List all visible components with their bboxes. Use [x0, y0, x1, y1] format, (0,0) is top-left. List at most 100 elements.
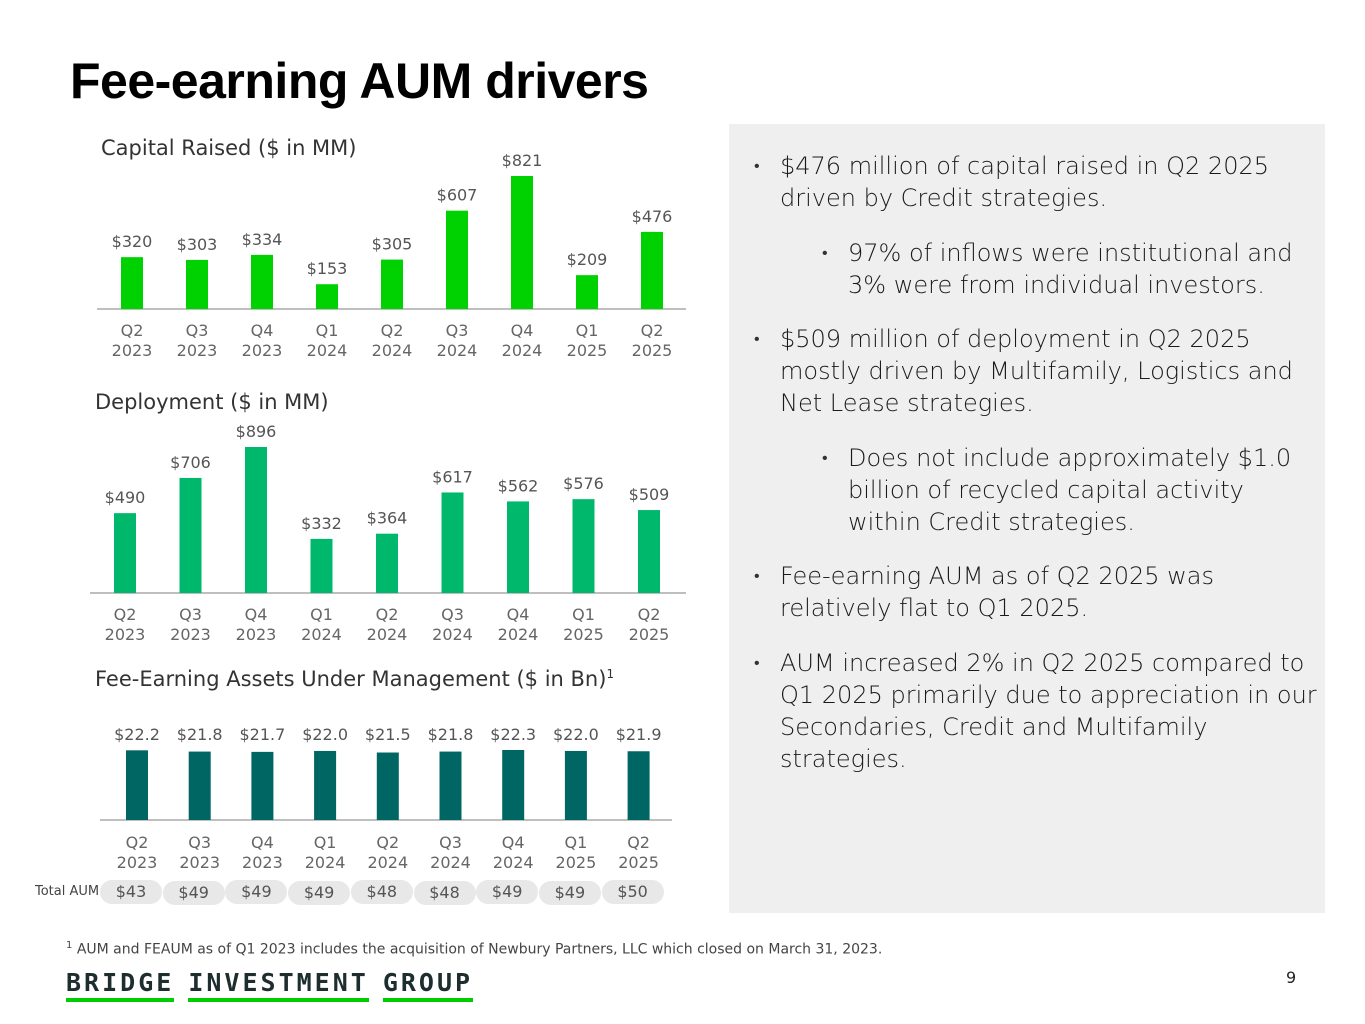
- data-label: $562: [498, 476, 539, 495]
- bar: [576, 275, 598, 309]
- data-label: $21.5: [365, 725, 411, 744]
- data-label: $607: [437, 186, 478, 205]
- category-label: Q4: [245, 605, 268, 624]
- category-label: Q2: [376, 833, 399, 852]
- category-label: Q2: [627, 833, 650, 852]
- sub-bullet-item: • 97% of inflows were institutional and 3…: [822, 237, 1318, 301]
- data-label: $305: [372, 235, 413, 254]
- feaum-title: Fee-Earning Assets Under Management ($ i…: [95, 667, 614, 691]
- data-label: $476: [632, 207, 673, 226]
- data-label: $332: [301, 514, 342, 533]
- category-label: 2024: [372, 341, 413, 360]
- category-label: 2025: [556, 853, 597, 872]
- bar: [114, 513, 136, 593]
- data-label: $821: [502, 151, 543, 170]
- bullet-marker: •: [754, 156, 760, 175]
- category-label: 2023: [112, 341, 153, 360]
- category-label: Q2: [638, 605, 661, 624]
- bullet-item: • Fee-earning AUM as of Q2 2025 was relat…: [754, 560, 1325, 624]
- total-aum-value: $49: [162, 881, 225, 905]
- category-label: 2024: [432, 625, 473, 644]
- bullet-item: • $476 million of capital raised in Q2 20…: [754, 150, 1325, 214]
- bar: [627, 751, 650, 820]
- bullet-marker: •: [754, 566, 760, 585]
- bullet-marker: •: [754, 653, 760, 672]
- total-aum-value: $49: [225, 880, 288, 904]
- category-label: 2025: [632, 341, 673, 360]
- category-label: Q4: [511, 321, 534, 340]
- bar: [376, 533, 398, 593]
- category-label: Q3: [441, 605, 464, 624]
- bullet-text: Fee-earning AUM as of Q2 2025 was relati…: [780, 562, 1214, 622]
- deployment-chart: $490Q22023$706Q32023$896Q42023$332Q12024…: [90, 422, 686, 644]
- bullet-item: • AUM increased 2% in Q2 2025 compared to…: [754, 647, 1325, 775]
- bar: [126, 750, 148, 820]
- bar: [179, 477, 202, 593]
- footnote: 1 AUM and FEAUM as of Q1 2023 includes t…: [66, 940, 882, 958]
- category-label: Q3: [439, 833, 462, 852]
- data-label: $21.9: [616, 725, 662, 744]
- bar: [638, 510, 660, 593]
- category-label: Q1: [576, 321, 599, 340]
- footnote-text: AUM and FEAUM as of Q1 2023 includes the…: [76, 941, 883, 958]
- data-label: $364: [367, 509, 408, 528]
- category-label: 2023: [179, 853, 220, 872]
- bar: [245, 447, 267, 593]
- category-label: Q2: [114, 605, 137, 624]
- category-label: Q2: [641, 321, 664, 340]
- category-label: 2025: [563, 625, 604, 644]
- category-label: 2024: [437, 341, 478, 360]
- category-label: 2024: [502, 341, 543, 360]
- capital-raised-chart: $320Q22023$303Q32023$334Q42023$153Q12024…: [97, 151, 686, 360]
- data-label: $303: [177, 235, 218, 254]
- bullet-text: AUM increased 2% in Q2 2025 compared to …: [780, 649, 1317, 773]
- category-label: Q1: [572, 605, 595, 624]
- category-label: Q2: [376, 605, 399, 624]
- commentary-panel: [729, 124, 1325, 913]
- category-label: 2024: [307, 341, 348, 360]
- data-label: $21.8: [177, 725, 223, 744]
- feaum-chart: $22.2Q22023$21.8Q32023$21.7Q42023$22.0Q1…: [100, 725, 672, 872]
- total-aum-value: $48: [413, 881, 476, 905]
- data-label: $509: [629, 485, 670, 504]
- category-label: Q4: [507, 605, 530, 624]
- logo-word: BRIDGE: [66, 968, 175, 1002]
- category-label: 2024: [301, 625, 342, 644]
- total-aum-label: Total AUM:: [35, 884, 104, 899]
- bar: [502, 750, 525, 820]
- data-label: $21.7: [239, 725, 285, 744]
- category-label: 2025: [629, 625, 670, 644]
- bar: [186, 259, 208, 309]
- category-label: Q4: [251, 833, 274, 852]
- data-label: $22.0: [302, 725, 348, 744]
- bar: [121, 257, 143, 309]
- bar: [572, 499, 595, 593]
- total-aum-value: $43: [100, 880, 162, 904]
- bar: [511, 176, 533, 309]
- category-label: 2023: [170, 625, 211, 644]
- footnote-marker: 1: [66, 940, 73, 951]
- category-label: Q4: [502, 833, 525, 852]
- category-label: Q1: [310, 605, 333, 624]
- category-label: Q2: [381, 321, 404, 340]
- category-label: 2025: [618, 853, 659, 872]
- category-label: 2023: [105, 625, 146, 644]
- category-label: Q3: [188, 833, 211, 852]
- category-label: 2025: [567, 341, 608, 360]
- page-title: Fee-earning AUM drivers: [70, 53, 649, 109]
- data-label: $490: [105, 488, 146, 507]
- category-label: Q3: [186, 321, 209, 340]
- data-label: $22.0: [553, 725, 599, 744]
- data-label: $209: [567, 250, 608, 269]
- category-label: Q3: [446, 321, 469, 340]
- data-label: $576: [563, 474, 604, 493]
- total-aum-value: $49: [476, 880, 539, 904]
- category-label: Q1: [314, 833, 337, 852]
- bullet-marker: •: [822, 448, 828, 467]
- feaum-title-footnote-marker: 1: [606, 667, 615, 681]
- data-label: $22.2: [114, 725, 160, 744]
- data-label: $153: [307, 259, 348, 278]
- data-label: $320: [112, 232, 153, 251]
- bar: [310, 538, 333, 593]
- category-label: 2024: [367, 853, 408, 872]
